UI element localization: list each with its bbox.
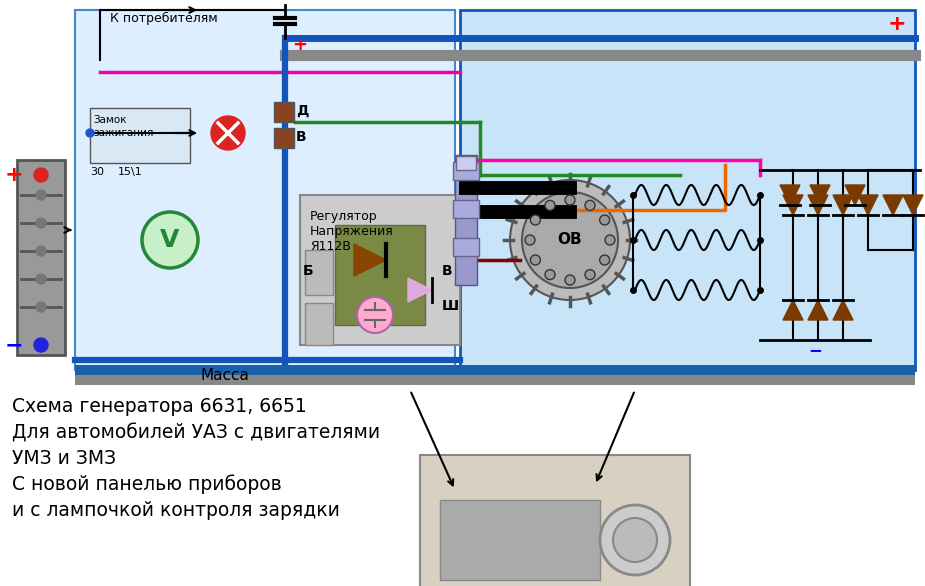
Bar xyxy=(274,128,294,148)
Text: УМЗ и ЗМЗ: УМЗ и ЗМЗ xyxy=(12,449,117,468)
Circle shape xyxy=(34,168,48,182)
Text: 15\1: 15\1 xyxy=(118,167,142,177)
Polygon shape xyxy=(780,185,800,205)
Polygon shape xyxy=(808,195,828,215)
Circle shape xyxy=(585,270,595,280)
Bar xyxy=(305,250,333,295)
Polygon shape xyxy=(810,185,830,205)
Circle shape xyxy=(545,200,555,210)
Bar xyxy=(75,365,915,375)
Circle shape xyxy=(545,270,555,280)
Bar xyxy=(440,500,600,580)
Text: зажигания: зажигания xyxy=(93,128,154,138)
Text: В: В xyxy=(296,130,306,144)
Text: Б: Б xyxy=(303,264,314,278)
Polygon shape xyxy=(783,195,803,215)
Circle shape xyxy=(34,338,48,352)
Text: +: + xyxy=(5,165,24,185)
Circle shape xyxy=(565,275,575,285)
Circle shape xyxy=(142,212,198,268)
Bar xyxy=(453,238,479,256)
Circle shape xyxy=(585,200,595,210)
Polygon shape xyxy=(845,185,865,205)
Text: К потребителям: К потребителям xyxy=(110,12,217,25)
Polygon shape xyxy=(903,195,923,215)
Text: Д: Д xyxy=(296,104,309,118)
Bar xyxy=(453,200,479,218)
Circle shape xyxy=(525,235,535,245)
Circle shape xyxy=(86,129,94,137)
Polygon shape xyxy=(833,195,853,215)
Text: С новой панелью приборов: С новой панелью приборов xyxy=(12,474,282,494)
Bar xyxy=(455,155,477,285)
Bar xyxy=(300,195,460,345)
Circle shape xyxy=(510,180,630,300)
Circle shape xyxy=(530,255,540,265)
Bar xyxy=(456,156,476,170)
Text: Для автомобилей УАЗ с двигателями: Для автомобилей УАЗ с двигателями xyxy=(12,423,380,442)
Bar xyxy=(75,375,915,385)
Bar xyxy=(453,162,479,180)
Circle shape xyxy=(565,195,575,205)
Circle shape xyxy=(36,190,46,200)
Polygon shape xyxy=(783,300,803,320)
Polygon shape xyxy=(883,195,903,215)
Text: Масса: Масса xyxy=(200,368,249,383)
Polygon shape xyxy=(808,300,828,320)
Bar xyxy=(420,455,690,586)
Text: −: − xyxy=(808,341,822,359)
Text: Ш: Ш xyxy=(442,299,459,313)
Text: В: В xyxy=(442,264,452,278)
Circle shape xyxy=(211,116,245,150)
Circle shape xyxy=(522,192,618,288)
Circle shape xyxy=(530,215,540,225)
Bar xyxy=(90,108,190,163)
Polygon shape xyxy=(833,300,853,320)
Text: +: + xyxy=(292,36,307,54)
Text: Регулятор
Напряжения
Я112В: Регулятор Напряжения Я112В xyxy=(310,210,394,253)
Circle shape xyxy=(600,505,670,575)
Circle shape xyxy=(36,302,46,312)
Circle shape xyxy=(36,218,46,228)
Circle shape xyxy=(599,215,610,225)
Circle shape xyxy=(599,255,610,265)
Polygon shape xyxy=(354,244,386,276)
Text: и с лампочкой контроля зарядки: и с лампочкой контроля зарядки xyxy=(12,501,339,520)
Bar xyxy=(17,160,65,355)
Text: +: + xyxy=(888,14,906,34)
Bar xyxy=(274,102,294,122)
Bar xyxy=(335,225,425,325)
Polygon shape xyxy=(408,278,432,302)
Circle shape xyxy=(605,235,615,245)
Circle shape xyxy=(613,518,657,562)
Text: −: − xyxy=(5,335,24,355)
Circle shape xyxy=(357,297,393,333)
Circle shape xyxy=(36,274,46,284)
Text: Замок: Замок xyxy=(93,115,127,125)
Bar xyxy=(75,10,455,370)
Text: 30: 30 xyxy=(90,167,104,177)
Bar xyxy=(460,10,915,370)
Text: Схема генератора 6631, 6651: Схема генератора 6631, 6651 xyxy=(12,397,307,416)
Text: ОВ: ОВ xyxy=(558,233,583,247)
Circle shape xyxy=(36,246,46,256)
Text: V: V xyxy=(160,228,179,252)
Polygon shape xyxy=(858,195,878,215)
Bar xyxy=(305,303,333,345)
